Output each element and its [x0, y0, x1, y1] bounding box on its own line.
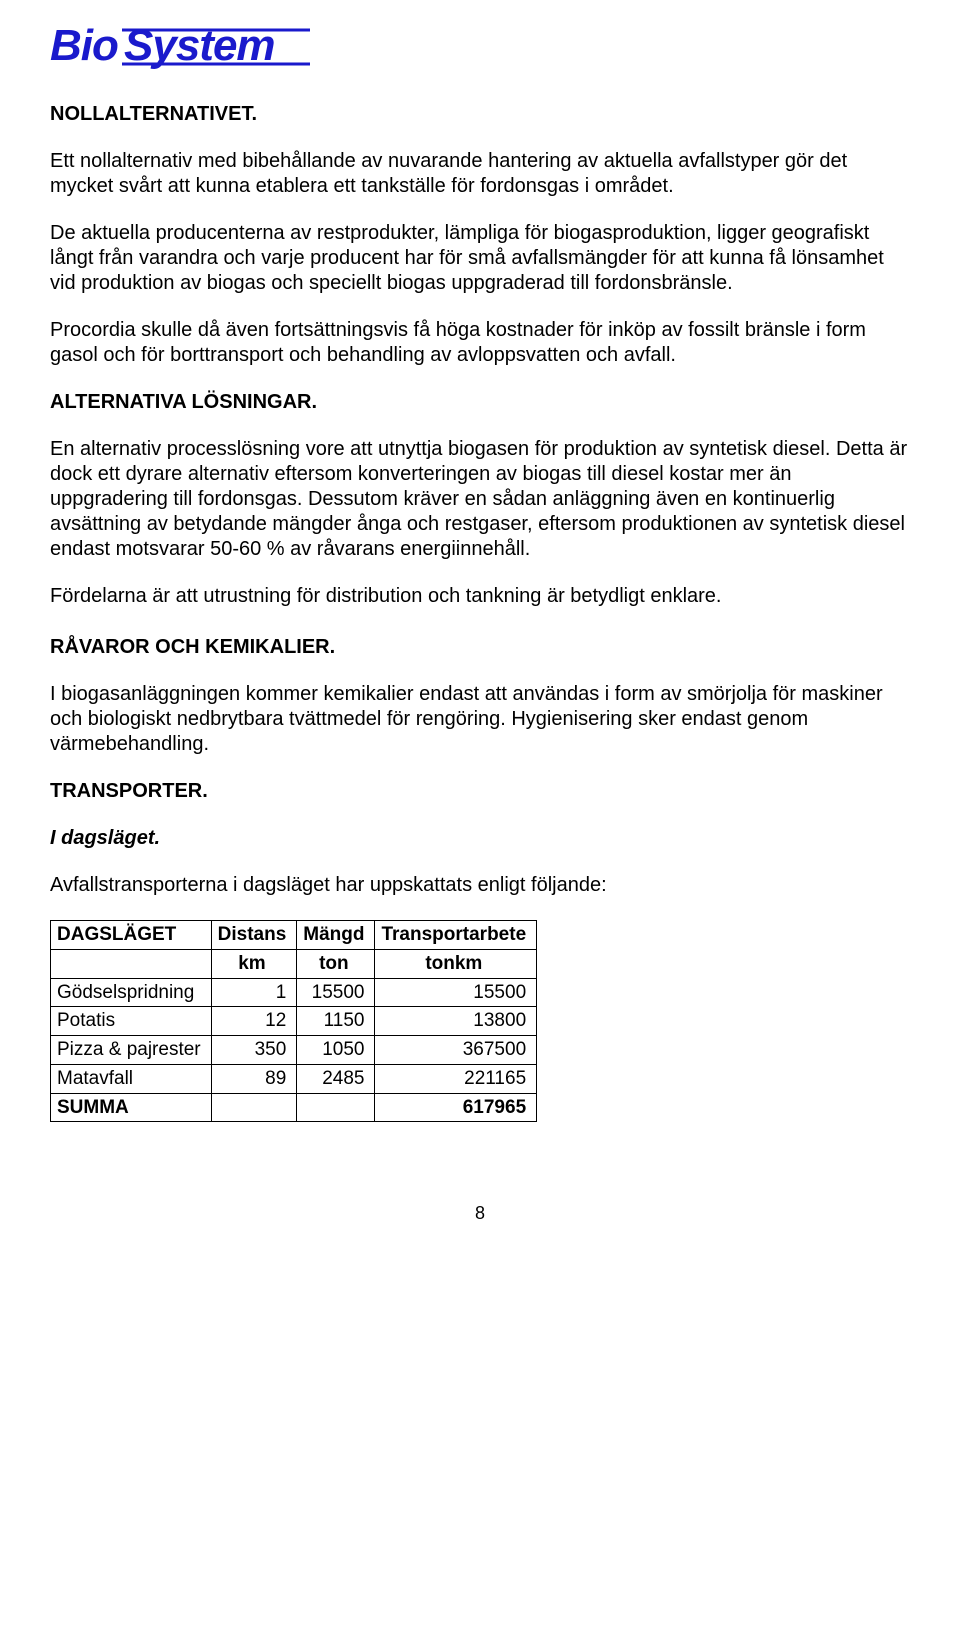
- td: 13800: [375, 1007, 537, 1036]
- para: En alternativ processlösning vore att ut…: [50, 437, 910, 562]
- para: I biogasanläggningen kommer kemikalier e…: [50, 682, 910, 757]
- td: [51, 949, 212, 978]
- para: Procordia skulle då även fortsättningsvi…: [50, 318, 910, 368]
- td: [211, 1093, 297, 1122]
- td: 617965: [375, 1093, 537, 1122]
- heading-transporter: TRANSPORTER.: [50, 779, 910, 804]
- th-label: DAGSLÄGET: [51, 921, 212, 950]
- td: 350: [211, 1036, 297, 1065]
- td: 15500: [297, 978, 375, 1007]
- table-row: Matavfall 89 2485 221165: [51, 1064, 537, 1093]
- para: Fördelarna är att utrustning för distrib…: [50, 584, 910, 609]
- table-row: Pizza & pajrester 350 1050 367500: [51, 1036, 537, 1065]
- th-transportarbete: Transportarbete: [375, 921, 537, 950]
- table-units-row: km ton tonkm: [51, 949, 537, 978]
- logo: Bio System: [50, 20, 910, 74]
- svg-text:Bio: Bio: [50, 21, 118, 70]
- table-header-row: DAGSLÄGET Distans Mängd Transportarbete: [51, 921, 537, 950]
- td: 221165: [375, 1064, 537, 1093]
- td: km: [211, 949, 297, 978]
- para: De aktuella producenterna av restprodukt…: [50, 221, 910, 296]
- td: [297, 1093, 375, 1122]
- td-label: Gödselspridning: [51, 978, 212, 1007]
- td: 2485: [297, 1064, 375, 1093]
- table-sum-row: SUMMA 617965: [51, 1093, 537, 1122]
- td-label: SUMMA: [51, 1093, 212, 1122]
- td: 89: [211, 1064, 297, 1093]
- page-number: 8: [50, 1202, 910, 1225]
- table-row: Gödselspridning 1 15500 15500: [51, 978, 537, 1007]
- para: Ett nollalternativ med bibehållande av n…: [50, 149, 910, 199]
- td: 1150: [297, 1007, 375, 1036]
- table-row: Potatis 12 1150 13800: [51, 1007, 537, 1036]
- transport-table: DAGSLÄGET Distans Mängd Transportarbete …: [50, 920, 537, 1122]
- td: 15500: [375, 978, 537, 1007]
- subheading-idagslaget: I dagsläget.: [50, 826, 910, 851]
- td: 1050: [297, 1036, 375, 1065]
- heading-alternativa: ALTERNATIVA LÖSNINGAR.: [50, 390, 910, 415]
- td-label: Pizza & pajrester: [51, 1036, 212, 1065]
- td: 1: [211, 978, 297, 1007]
- td: 367500: [375, 1036, 537, 1065]
- td: tonkm: [375, 949, 537, 978]
- th-mangd: Mängd: [297, 921, 375, 950]
- td-label: Matavfall: [51, 1064, 212, 1093]
- td: 12: [211, 1007, 297, 1036]
- para: Avfallstransporterna i dagsläget har upp…: [50, 873, 910, 898]
- heading-ravaror: RÅVAROR OCH KEMIKALIER.: [50, 635, 910, 660]
- td-label: Potatis: [51, 1007, 212, 1036]
- heading-nollalternativet: NOLLALTERNATIVET.: [50, 102, 910, 127]
- th-distans: Distans: [211, 921, 297, 950]
- td: ton: [297, 949, 375, 978]
